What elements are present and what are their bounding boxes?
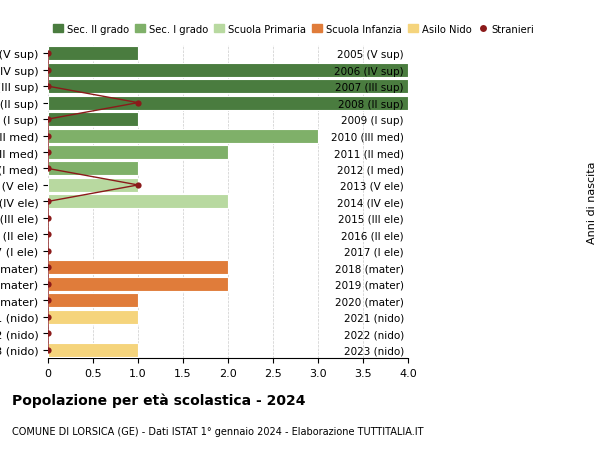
Bar — [48, 179, 138, 192]
Text: Popolazione per età scolastica - 2024: Popolazione per età scolastica - 2024 — [12, 392, 305, 407]
Bar — [48, 195, 228, 209]
Bar — [48, 129, 318, 143]
Bar — [48, 261, 228, 274]
Bar — [48, 162, 138, 176]
Text: COMUNE DI LORSICA (GE) - Dati ISTAT 1° gennaio 2024 - Elaborazione TUTTITALIA.IT: COMUNE DI LORSICA (GE) - Dati ISTAT 1° g… — [12, 426, 424, 436]
Bar — [48, 277, 228, 291]
Bar — [48, 80, 408, 94]
Bar — [48, 113, 138, 127]
Legend: Sec. II grado, Sec. I grado, Scuola Primaria, Scuola Infanzia, Asilo Nido, Stran: Sec. II grado, Sec. I grado, Scuola Prim… — [53, 25, 535, 35]
Bar — [48, 310, 138, 324]
Bar — [48, 63, 408, 78]
Bar — [48, 146, 228, 160]
Bar — [48, 96, 408, 110]
Bar — [48, 343, 138, 357]
Text: Anni di nascita: Anni di nascita — [587, 161, 597, 243]
Bar — [48, 294, 138, 308]
Bar — [48, 47, 138, 61]
